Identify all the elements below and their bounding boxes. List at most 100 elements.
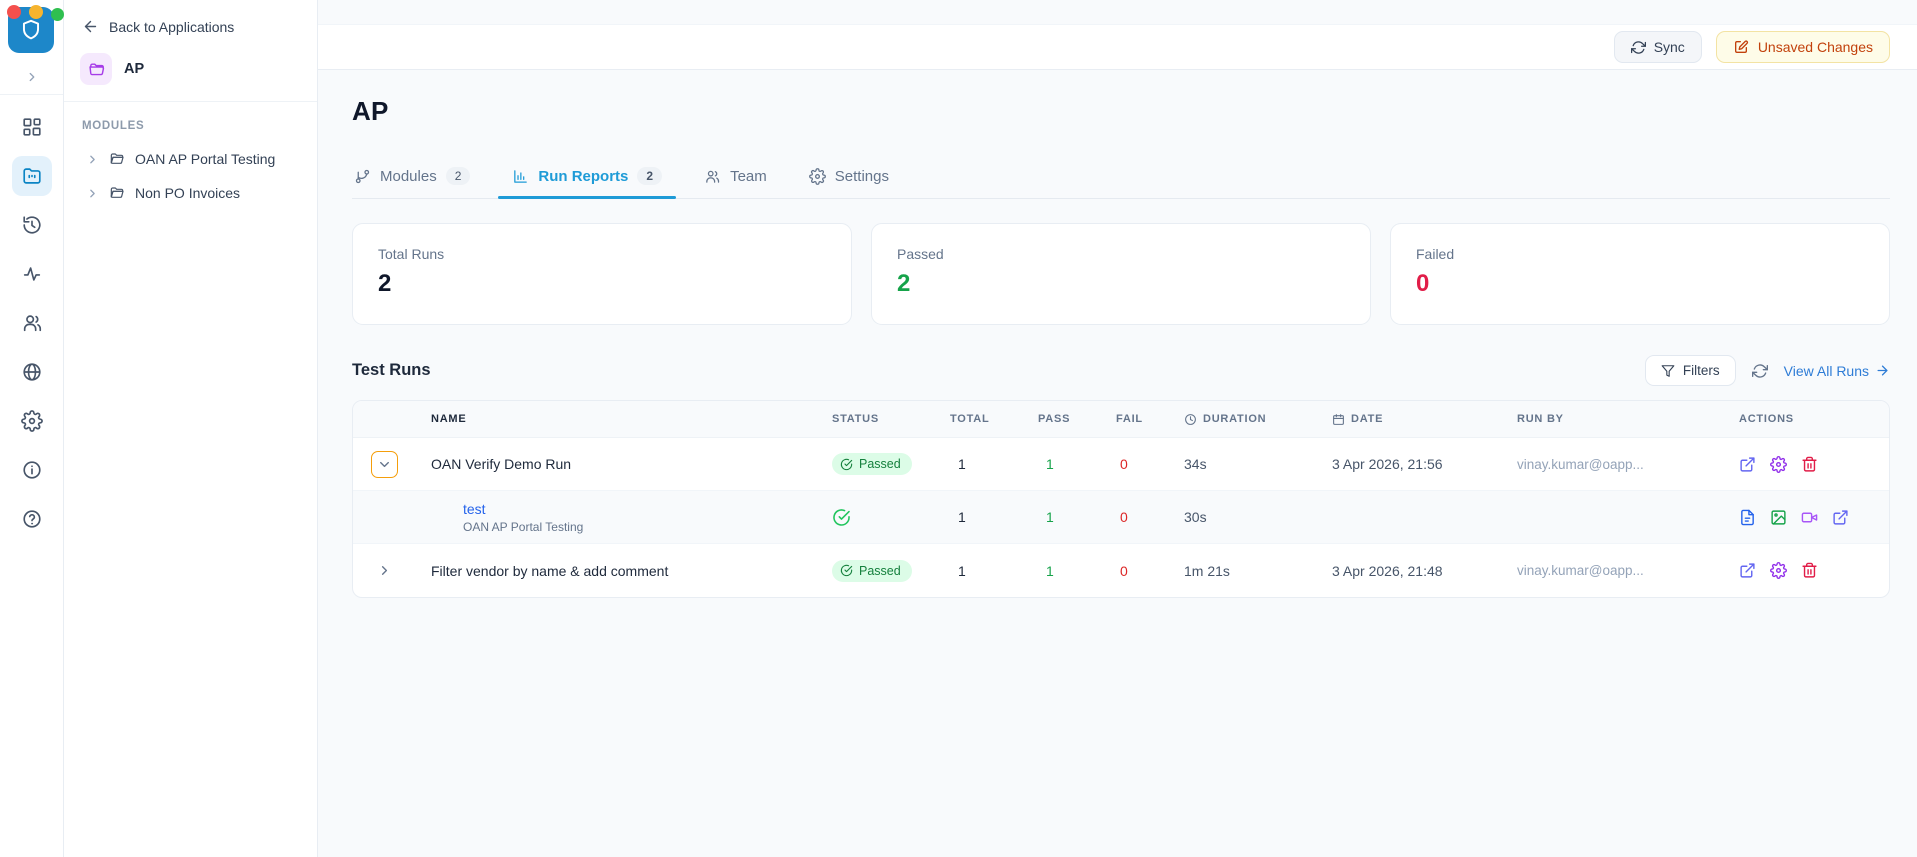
- chevron-right-icon[interactable]: [86, 187, 99, 200]
- test-runs-table: NAME STATUS TOTAL PASS FAIL DURATION DAT…: [352, 400, 1890, 598]
- bar-chart-icon: [514, 169, 528, 183]
- video-icon[interactable]: [1801, 509, 1818, 526]
- subtest-fail: 0: [1120, 509, 1128, 525]
- unsaved-changes-button[interactable]: Unsaved Changes: [1715, 31, 1890, 63]
- open-external-icon[interactable]: [1739, 562, 1756, 579]
- arrow-right-icon: [1877, 365, 1888, 376]
- sidebar-item-oan-ap-portal-testing[interactable]: OAN AP Portal Testing: [64, 142, 317, 176]
- sync-label: Sync: [1653, 39, 1685, 55]
- sidebar-app-name: AP: [124, 61, 145, 77]
- test-runs-title: Test Runs: [352, 361, 431, 379]
- modules-section-label: MODULES: [82, 120, 145, 132]
- rail-nav: [0, 95, 63, 539]
- history-icon[interactable]: [12, 205, 52, 245]
- subtest-actions: [1727, 509, 1889, 526]
- run-actions: [1727, 455, 1889, 473]
- open-external-icon[interactable]: [1739, 456, 1756, 473]
- subtest-duration: 30s: [1184, 509, 1207, 525]
- sidebar-item-non-po-invoices[interactable]: Non PO Invoices: [64, 176, 317, 210]
- stat-label: Passed: [897, 246, 944, 262]
- run-settings-icon[interactable]: [1770, 562, 1787, 579]
- col-run-by: RUN BY: [1517, 413, 1564, 425]
- top-strip: [318, 0, 1917, 25]
- open-external-icon[interactable]: [1832, 509, 1849, 526]
- run-fail: 0: [1120, 456, 1128, 472]
- filters-button[interactable]: Filters: [1644, 355, 1736, 386]
- view-all-runs-link[interactable]: View All Runs: [1784, 363, 1890, 379]
- users-icon[interactable]: [12, 303, 52, 343]
- subtest-pass: 1: [1046, 509, 1054, 525]
- tab-label: Run Reports: [538, 167, 629, 185]
- delete-icon[interactable]: [1801, 456, 1818, 473]
- stat-label: Failed: [1416, 246, 1455, 262]
- traffic-light-zoom[interactable]: [51, 8, 64, 21]
- collapse-row-button[interactable]: [370, 450, 398, 478]
- table-row-run[interactable]: Filter vendor by name & add comment Pass…: [353, 544, 1889, 597]
- unsaved-changes-label: Unsaved Changes: [1757, 39, 1873, 55]
- action-bar: Sync Unsaved Changes: [318, 25, 1917, 70]
- expand-row-button[interactable]: [371, 557, 398, 584]
- tab-bar: Modules 2 Run Reports 2 Team Settings: [352, 157, 1890, 199]
- table-row-run[interactable]: OAN Verify Demo Run Passed 1 1 0 34s 3 A…: [353, 438, 1889, 491]
- run-duration: 34s: [1184, 456, 1207, 472]
- chevron-right-icon[interactable]: [86, 153, 99, 166]
- icon-rail: [0, 0, 64, 857]
- run-fail: 0: [1120, 562, 1128, 579]
- status-badge: Passed: [832, 453, 912, 475]
- rail-expand-chevron-icon[interactable]: [0, 64, 63, 94]
- activity-icon[interactable]: [12, 254, 52, 294]
- sidebar-divider: [64, 101, 317, 102]
- dashboard-icon[interactable]: [12, 107, 52, 147]
- page-content: AP Modules 2 Run Reports 2 Team: [318, 70, 1917, 598]
- run-by: vinay.kumar@oapp...: [1517, 563, 1644, 578]
- projects-folder-icon[interactable]: [11, 156, 52, 196]
- run-pass: 1: [1046, 456, 1054, 472]
- chevron-right-icon: [381, 566, 387, 575]
- subtest-module: OAN AP Portal Testing: [463, 519, 584, 534]
- back-to-applications[interactable]: Back to Applications: [64, 14, 317, 39]
- settings-gear-icon[interactable]: [12, 401, 52, 441]
- back-label: Back to Applications: [109, 18, 235, 35]
- refresh-icon: [1630, 40, 1646, 54]
- tab-run-reports[interactable]: Run Reports 2: [498, 157, 676, 199]
- tab-team[interactable]: Team: [702, 158, 769, 198]
- tab-label: Team: [730, 168, 767, 185]
- help-icon[interactable]: [12, 499, 52, 539]
- run-actions: [1727, 562, 1889, 579]
- delete-icon[interactable]: [1801, 562, 1818, 579]
- run-total: 1: [958, 456, 966, 472]
- run-status: Passed: [820, 453, 938, 475]
- col-pass: PASS: [1038, 413, 1071, 425]
- check-circle-icon: [840, 564, 853, 577]
- tab-settings[interactable]: Settings: [807, 158, 891, 198]
- traffic-light-close[interactable]: [7, 5, 21, 19]
- refresh-runs-icon[interactable]: [1751, 363, 1768, 379]
- subtest-link[interactable]: test: [463, 500, 486, 517]
- subtest-status: [820, 508, 938, 527]
- folder-icon: [109, 151, 125, 167]
- run-duration: 1m 21s: [1184, 562, 1230, 579]
- run-settings-icon[interactable]: [1770, 455, 1787, 473]
- tab-count-badge: 2: [445, 167, 471, 185]
- filter-funnel-icon: [1661, 364, 1675, 377]
- report-file-icon[interactable]: [1739, 509, 1756, 526]
- sidebar-app-header[interactable]: AP: [64, 39, 317, 101]
- tab-modules[interactable]: Modules 2: [352, 157, 472, 198]
- screenshots-icon[interactable]: [1770, 509, 1787, 526]
- clock-icon: [1185, 413, 1196, 425]
- globe-icon[interactable]: [12, 352, 52, 392]
- folder-icon: [109, 185, 125, 201]
- view-all-runs-label: View All Runs: [1783, 362, 1869, 379]
- table-row-subtest[interactable]: test OAN AP Portal Testing 1 1 0 30s: [353, 491, 1889, 544]
- filters-label: Filters: [1682, 363, 1720, 378]
- stat-label: Total Runs: [378, 246, 445, 262]
- check-circle-icon: [832, 508, 938, 527]
- chevron-down-icon: [379, 461, 389, 467]
- file-edit-icon: [1734, 40, 1748, 53]
- traffic-light-minimize[interactable]: [29, 5, 43, 19]
- settings-gear-icon: [808, 168, 826, 185]
- sync-button[interactable]: Sync: [1613, 31, 1702, 63]
- info-icon[interactable]: [12, 450, 52, 490]
- module-item-label: Non PO Invoices: [135, 185, 241, 201]
- app-folder-icon: [80, 53, 112, 85]
